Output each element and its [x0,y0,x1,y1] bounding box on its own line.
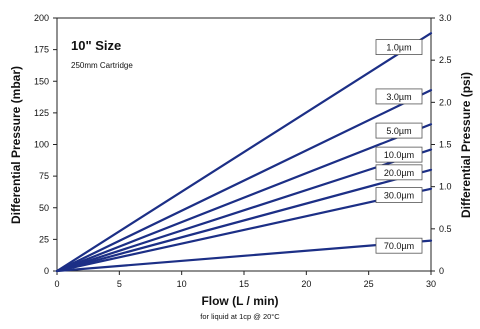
series-label-box [375,237,423,254]
chart-title: 10" Size [71,38,121,53]
series-label: 10.0µm [384,150,414,160]
series-label: 20.0µm [384,168,414,178]
x-tick-label: 5 [117,279,122,289]
y2-tick-label: 1.0 [439,182,452,192]
y-tick-label: 75 [39,171,49,181]
series-label-box [375,88,423,105]
x-tick-label: 20 [301,279,311,289]
plot-frame [56,17,432,272]
series-line [55,239,433,273]
series-label: 3.0µm [386,92,411,102]
series-line [55,32,433,273]
series-label-box [375,39,423,55]
y-tick-label: 125 [34,108,49,118]
y-tick-label: 25 [39,234,49,244]
series-label-box [375,187,423,204]
series-label-box [375,122,423,139]
y2-tick-label: 1.5 [439,140,452,150]
y-tick-label: 150 [34,76,49,86]
x-axis-title: Flow (L / min) [201,294,278,308]
y-tick-label: 200 [34,13,49,23]
series-line [55,187,433,273]
series-line [55,89,433,273]
y-axis-title: Differential Pressure (mbar) [9,66,23,224]
y-tick-label: 50 [39,203,49,213]
y2-axis-title: Differential Pressure (psi) [459,72,473,218]
x-tick-label: 0 [54,279,59,289]
y2-tick-label: 0 [439,266,444,276]
y-axis-ticks: 0 25 50 75 100 125 150 175 200 [34,13,57,276]
y2-axis-ticks: 0 0.5 1.0 1.5 2.0 2.5 3.0 [431,13,452,276]
series-label-box [375,164,423,181]
series-label: 1.0µm [386,43,411,53]
series-label: 70.0µm [384,241,414,251]
chart-subtitle: 250mm Cartridge [71,61,133,70]
y2-tick-label: 0.5 [439,224,452,234]
y2-tick-label: 2.5 [439,55,452,65]
y-tick-label: 100 [34,140,49,150]
y2-tick-label: 2.0 [439,97,452,107]
y-tick-label: 175 [34,45,49,55]
series-labels: 1.0µm 3.0µm 5.0µm 10.0µm 20.0µm 30.0µm 70.0µm [375,39,423,254]
y-tick-label: 0 [44,266,49,276]
x-tick-label: 10 [177,279,187,289]
series-label: 30.0µm [384,191,414,201]
x-axis-note: for liquid at 1cp @ 20°C [200,312,280,321]
series-label-box [375,146,423,163]
series-line [55,168,433,273]
y2-tick-label: 3.0 [439,13,452,23]
series-line [55,148,433,273]
x-axis-ticks: 0 5 10 15 20 25 30 [54,271,436,289]
x-tick-label: 30 [426,279,436,289]
series-lines [55,32,433,273]
x-tick-label: 15 [239,279,249,289]
series-line [55,123,433,273]
x-tick-label: 25 [364,279,374,289]
series-label: 5.0µm [386,126,411,136]
